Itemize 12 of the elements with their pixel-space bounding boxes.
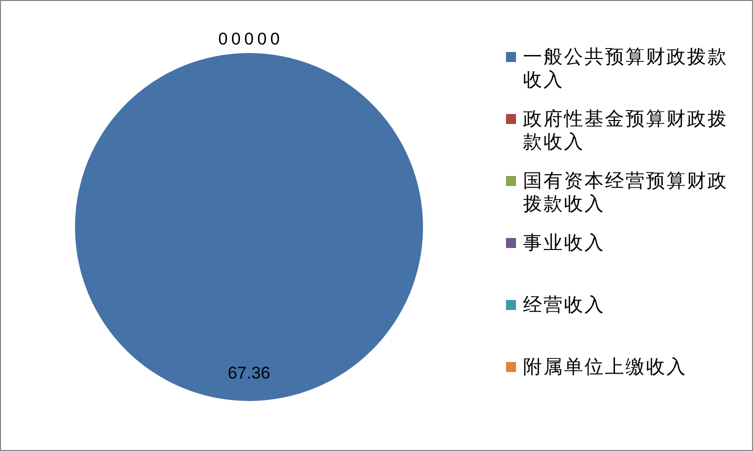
text: 0 xyxy=(244,30,254,48)
text: 0 xyxy=(257,30,267,48)
legend-label: 一般公共预算财政拨款收入 xyxy=(523,46,728,91)
legend-label: 经营收入 xyxy=(523,294,605,316)
legend-label: 事业收入 xyxy=(523,232,605,254)
legend-label: 附属单位上缴收入 xyxy=(523,356,687,378)
text: 0 xyxy=(270,30,280,48)
legend-label: 国有资本经营预算财政拨款收入 xyxy=(523,170,728,215)
text: 0 xyxy=(218,30,228,48)
data-label: 67.36 xyxy=(228,364,270,383)
legend-label: 政府性基金预算财政拨款收入 xyxy=(523,108,728,153)
text: 0 xyxy=(231,30,241,48)
